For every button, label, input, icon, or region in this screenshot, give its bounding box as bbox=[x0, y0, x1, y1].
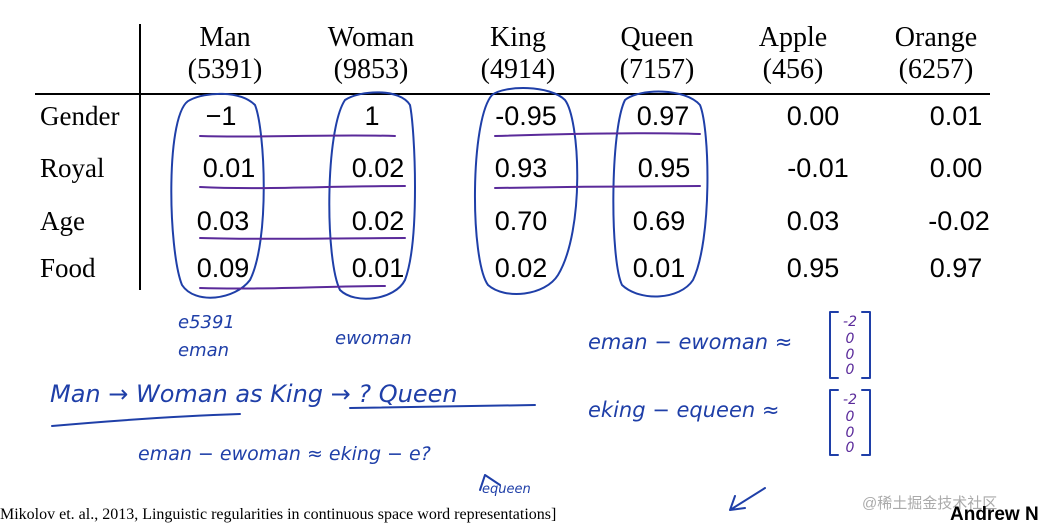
table-cell: -0.02 bbox=[928, 206, 990, 236]
row-label-age: Age bbox=[40, 206, 85, 236]
column-index: (9853) bbox=[333, 54, 409, 85]
table-cell: 0.97 bbox=[929, 253, 983, 283]
column-index: (4914) bbox=[480, 54, 556, 85]
row-label-food: Food bbox=[40, 253, 96, 283]
table-cell: 0.02 bbox=[494, 253, 548, 283]
table-cell: 0.03 bbox=[196, 206, 250, 236]
row-label-royal: Royal bbox=[40, 153, 105, 183]
column-word: King bbox=[490, 22, 546, 53]
diff-king-queen: eking − equeen ≈ bbox=[588, 398, 779, 422]
vector-2-entry: 0 bbox=[846, 440, 855, 456]
table-cell: 0.03 bbox=[786, 206, 840, 236]
table-cell: 0.00 bbox=[786, 101, 840, 131]
table-cell: 0.02 bbox=[351, 153, 405, 183]
table-cell: 0.01 bbox=[929, 101, 983, 131]
analogy-text: Man → Woman as King → ? Queen bbox=[50, 380, 458, 408]
column-header-apple: Apple (456) bbox=[728, 22, 858, 86]
table-cell: -0.95 bbox=[495, 101, 557, 131]
table-cell: 0.69 bbox=[632, 206, 686, 236]
table-cell: 0.97 bbox=[636, 101, 690, 131]
table-cell: 0.01 bbox=[632, 253, 686, 283]
diff-man-woman: eman − ewoman ≈ bbox=[588, 330, 792, 354]
table-cell: 0.02 bbox=[351, 206, 405, 236]
vector-1-entry: -2 bbox=[843, 314, 857, 330]
watermark: @稀土掘金技术社区 bbox=[862, 495, 998, 512]
row-label-gender: Gender bbox=[40, 101, 120, 131]
e-man-label: eman bbox=[178, 340, 229, 361]
column-header-king: King (4914) bbox=[453, 22, 583, 86]
table-cell: 0.09 bbox=[196, 253, 250, 283]
e-5391-label: e5391 bbox=[178, 312, 235, 333]
vector-1-entry: 0 bbox=[846, 331, 855, 347]
table-cell: 0.01 bbox=[351, 253, 405, 283]
column-word: Woman bbox=[327, 22, 415, 53]
vector-2-entry: 0 bbox=[846, 409, 855, 425]
vector-1-entry: 0 bbox=[846, 347, 855, 363]
table-cell: 0.70 bbox=[494, 206, 548, 236]
table-cell: 0.93 bbox=[494, 153, 548, 183]
column-word: Apple bbox=[758, 22, 828, 53]
table-horizontal-rule bbox=[35, 93, 990, 95]
column-header-man: Man (5391) bbox=[160, 22, 290, 86]
column-header-orange: Orange (6257) bbox=[871, 22, 1001, 86]
column-index: (456) bbox=[762, 54, 824, 85]
column-word: Orange bbox=[894, 22, 978, 53]
column-header-queen: Queen (7157) bbox=[592, 22, 722, 86]
column-word: Man bbox=[199, 22, 251, 53]
table-cell: −1 bbox=[205, 101, 237, 131]
queen-note: equeen bbox=[482, 482, 531, 497]
table-cell: 1 bbox=[364, 101, 380, 131]
table-cell: 0.95 bbox=[637, 153, 691, 183]
table-cell: -0.01 bbox=[787, 153, 849, 183]
table-cell: 0.95 bbox=[786, 253, 840, 283]
column-header-woman: Woman (9853) bbox=[306, 22, 436, 86]
vector-1-entry: 0 bbox=[846, 362, 855, 378]
citation: Mikolov et. al., 2013, Linguistic regula… bbox=[0, 506, 557, 523]
author-name: Andrew N bbox=[950, 504, 1039, 525]
table-vertical-rule bbox=[139, 24, 141, 290]
column-index: (6257) bbox=[898, 54, 974, 85]
table-cell: 0.01 bbox=[202, 153, 256, 183]
e-woman-label: ewoman bbox=[335, 328, 412, 349]
vector-2-entry: 0 bbox=[846, 425, 855, 441]
column-index: (5391) bbox=[187, 54, 263, 85]
equation-text: eman − ewoman ≈ eking − e? bbox=[138, 443, 431, 465]
table-cell: 0.00 bbox=[929, 153, 983, 183]
column-word: Queen bbox=[620, 22, 694, 53]
column-index: (7157) bbox=[619, 54, 695, 85]
vector-2-entry: -2 bbox=[843, 392, 857, 408]
